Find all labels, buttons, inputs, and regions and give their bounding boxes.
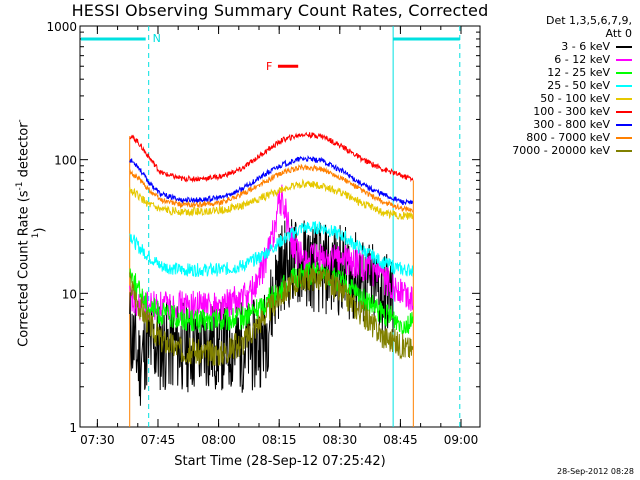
plot-frame <box>79 25 481 428</box>
legend-detector-line: Det 1,3,5,6,7,9, <box>545 14 632 27</box>
flare-label: F <box>266 60 272 73</box>
legend-entry-label: 3 - 6 keV <box>561 40 610 53</box>
x-tick-label: 07:30 <box>80 433 115 447</box>
legend-entry: 6 - 12 keV <box>484 53 636 66</box>
night-label: N <box>153 32 161 45</box>
series-line <box>129 221 414 278</box>
series-line <box>129 261 414 335</box>
timestamp: 28-Sep-2012 08:28 <box>557 467 634 476</box>
y-tick-label: 1000 <box>46 20 77 34</box>
legend-swatch <box>616 84 632 87</box>
legend-entry-label: 300 - 800 keV <box>533 118 610 131</box>
legend-entry-label: 6 - 12 keV <box>554 53 610 66</box>
series-line <box>129 178 414 220</box>
x-tick-label: 08:30 <box>323 433 358 447</box>
y-tick-label: 1 <box>69 421 77 435</box>
legend-attenuator-line: Att 0 <box>605 27 632 40</box>
legend-entry: 25 - 50 keV <box>484 79 636 92</box>
x-axis-label: Start Time (28-Sep-12 07:25:42) <box>174 454 386 469</box>
series-line <box>129 163 413 213</box>
legend-swatch <box>616 136 632 139</box>
x-tick-label: 08:45 <box>383 433 418 447</box>
legend-swatch <box>616 97 632 100</box>
legend-swatch <box>616 110 632 113</box>
legend-entry: 300 - 800 keV <box>484 118 636 131</box>
legend-items: 3 - 6 keV 6 - 12 keV 12 - 25 keV 25 - 50 ke… <box>484 40 636 157</box>
legend-entry: 100 - 300 keV <box>484 105 636 118</box>
x-tick-label: 08:15 <box>262 433 297 447</box>
legend-entry-label: 12 - 25 keV <box>547 66 610 79</box>
legend-entry-label: 100 - 300 keV <box>533 105 610 118</box>
y-tick-label: 10 <box>62 287 77 301</box>
legend-entry-label: 800 - 7000 keV <box>526 131 610 144</box>
legend-swatch <box>616 123 632 126</box>
legend-swatch <box>616 149 632 152</box>
legend-swatch <box>616 58 632 61</box>
x-tick-label: 08:00 <box>201 433 236 447</box>
legend-swatch <box>616 45 632 48</box>
legend-entry: 12 - 25 keV <box>484 66 636 79</box>
legend-entry-label: 25 - 50 keV <box>547 79 610 92</box>
legend-entry: 50 - 100 keV <box>484 92 636 105</box>
legend: Det 1,3,5,6,7,9, Att 0 3 - 6 keV 6 - 12 k… <box>484 14 636 157</box>
series-line <box>129 154 414 206</box>
chart-title: HESSI Observing Summary Count Rates, Cor… <box>71 1 489 20</box>
y-tick-label: 100 <box>54 154 77 168</box>
series-line <box>129 131 414 183</box>
x-tick-label: 07:45 <box>141 433 176 447</box>
legend-entry: 800 - 7000 keV <box>484 131 636 144</box>
legend-entry-label: 7000 - 20000 keV <box>512 144 610 157</box>
legend-entry: 3 - 6 keV <box>484 40 636 53</box>
legend-entry-label: 50 - 100 keV <box>540 92 610 105</box>
legend-swatch <box>616 71 632 74</box>
x-tick-label: 09:00 <box>444 433 479 447</box>
series-line <box>129 265 414 367</box>
legend-entry: 7000 - 20000 keV <box>484 144 636 157</box>
